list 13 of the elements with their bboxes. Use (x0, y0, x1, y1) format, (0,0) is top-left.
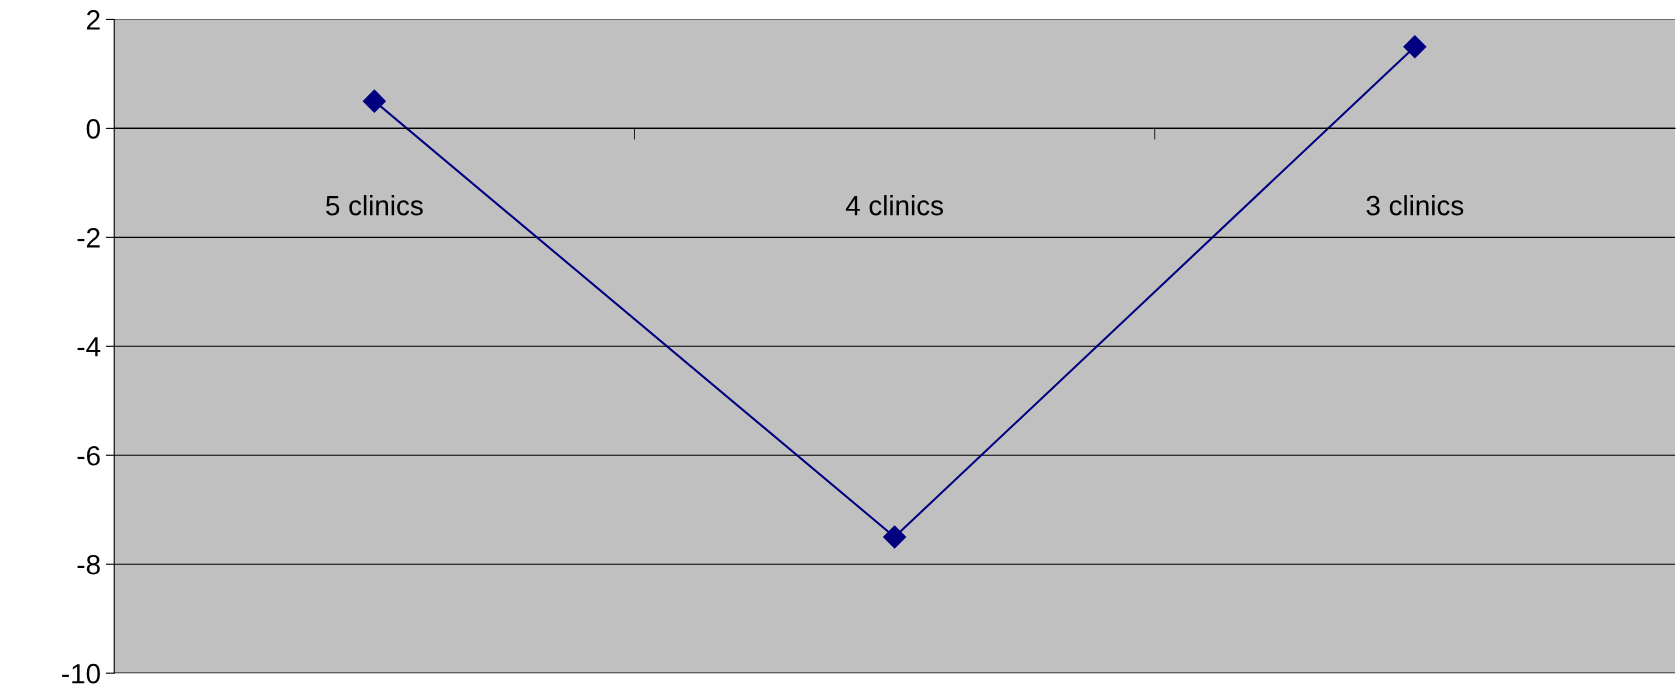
y-tick-label: -2 (77, 228, 100, 248)
x-tick-label: 3 clinics (1366, 195, 1464, 216)
y-tick-label: -8 (77, 554, 100, 575)
y-tick-label: -4 (77, 337, 101, 357)
y-tick-label: -6 (77, 445, 100, 466)
y-tick-label: 0 (86, 119, 100, 139)
point (883, 525, 907, 549)
point (362, 89, 386, 113)
x-tick-label: 4 clinics (845, 195, 943, 216)
y-tick-label: -10 (62, 663, 100, 684)
y-tick-label: 2 (87, 10, 100, 30)
x-tick-label: 5 clinics (326, 195, 423, 216)
point (1403, 35, 1427, 59)
